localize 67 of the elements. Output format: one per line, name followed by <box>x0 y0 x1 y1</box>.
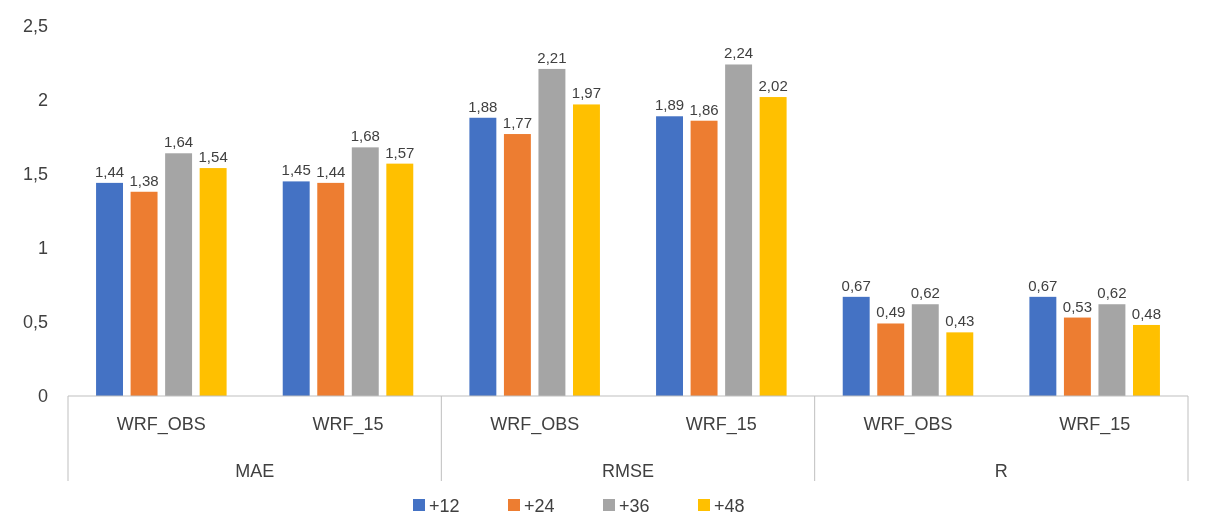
data-label: 2,24 <box>724 44 754 62</box>
legend-label: +12 <box>429 496 460 517</box>
bar <box>911 304 939 396</box>
bar <box>282 181 310 396</box>
data-label: 1,44 <box>316 162 346 180</box>
bar <box>1133 324 1160 396</box>
data-label: 0,62 <box>910 284 940 302</box>
bar <box>877 323 905 396</box>
data-label: 1,86 <box>689 100 719 118</box>
bar <box>538 68 566 396</box>
bar <box>759 97 787 396</box>
bar <box>96 182 123 396</box>
y-tick-label: 2 <box>37 90 48 111</box>
data-label: 1,77 <box>502 114 532 132</box>
x-tick-label: WRF_15 <box>312 414 384 435</box>
text: R <box>994 461 1008 481</box>
text: MAE <box>235 461 275 481</box>
bar <box>317 182 345 396</box>
bar <box>1063 317 1091 396</box>
data-label: 1,54 <box>198 148 228 166</box>
y-tick-label: 1 <box>37 238 48 259</box>
data-label: 0,67 <box>841 276 871 294</box>
data-label: 2,02 <box>758 77 788 95</box>
data-label: 1,38 <box>129 171 159 189</box>
bar <box>690 120 718 396</box>
bar <box>1098 304 1126 396</box>
data-label: 1,45 <box>281 161 311 179</box>
data-label: 1,88 <box>468 97 498 115</box>
data-label: 1,97 <box>571 84 602 102</box>
x-tick-label: WRF_15 <box>685 414 757 435</box>
bar <box>573 104 600 396</box>
data-label: 1,68 <box>350 127 380 145</box>
bar <box>130 191 158 396</box>
x-tick-label: WRF_OBS <box>490 414 580 435</box>
data-label: 0,48 <box>1131 304 1162 322</box>
data-label: 0,67 <box>1028 276 1058 294</box>
bar <box>503 134 531 396</box>
text: RMSE <box>601 461 655 481</box>
y-tick-label: 0,5 <box>22 312 48 333</box>
legend-label: +24 <box>524 496 555 517</box>
bar <box>842 296 870 396</box>
bar <box>1029 296 1057 396</box>
data-label: 1,89 <box>654 96 685 114</box>
bar <box>386 163 414 396</box>
legend-label: +36 <box>619 496 650 517</box>
data-label: 1,64 <box>164 133 194 151</box>
x-tick-label: WRF_OBS <box>116 414 206 435</box>
data-label: 1,57 <box>385 143 415 161</box>
bar <box>725 64 753 396</box>
data-label: 0,62 <box>1097 284 1127 302</box>
bar <box>946 332 974 396</box>
bar <box>199 168 227 396</box>
bar <box>351 147 379 396</box>
x-tick-label: WRF_15 <box>1059 414 1131 435</box>
x-tick-label: WRF_OBS <box>863 414 953 435</box>
y-tick-label: 1,5 <box>22 164 48 185</box>
legend-label: +48 <box>714 496 745 517</box>
data-label: 0,43 <box>945 312 975 330</box>
y-tick-label: 2,5 <box>22 16 48 37</box>
data-label: 1,44 <box>94 162 125 180</box>
bar <box>469 117 497 396</box>
data-label: 0,49 <box>876 303 906 321</box>
data-label: 0,53 <box>1062 297 1092 315</box>
y-tick-label: 0 <box>37 386 48 407</box>
bar <box>656 116 683 396</box>
data-label: 2,21 <box>537 48 567 66</box>
bar <box>165 153 193 396</box>
